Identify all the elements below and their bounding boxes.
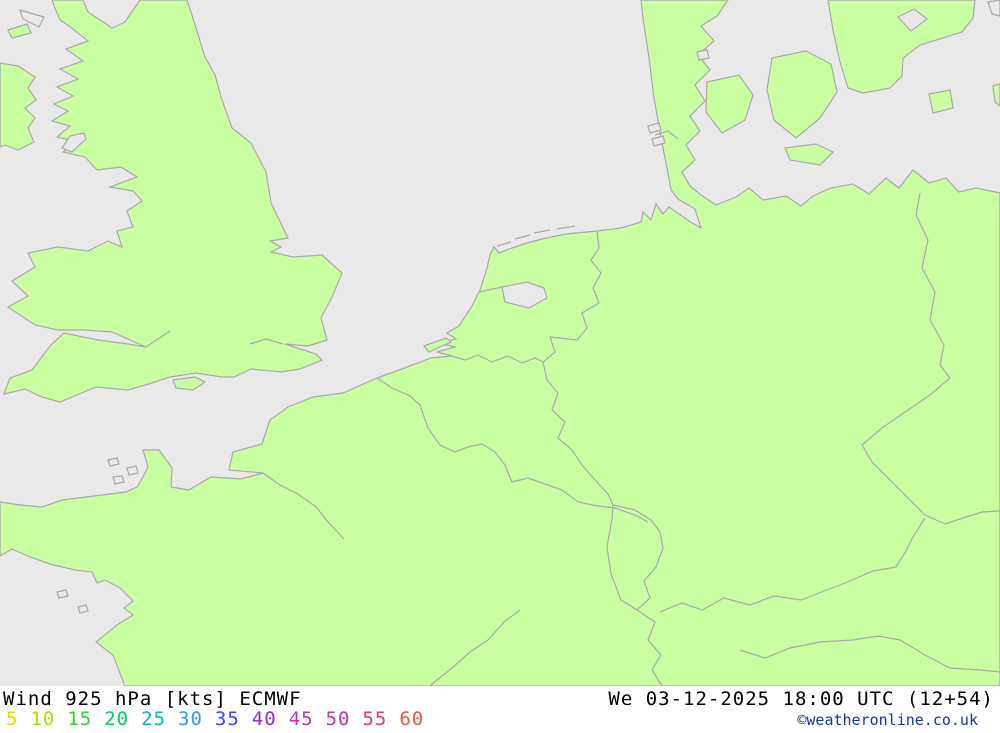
channel-island-3 — [112, 475, 125, 485]
swedish-skerry — [897, 8, 928, 32]
netherlands-germany-border — [542, 230, 614, 506]
legend-value: 40 — [251, 708, 277, 730]
isle-of-wight — [172, 376, 207, 391]
zealand-island — [766, 50, 838, 139]
continental-europe-coast — [0, 0, 1000, 686]
luxembourg-border — [606, 504, 664, 611]
map-area — [0, 0, 1000, 686]
samso-island — [696, 49, 710, 61]
northern-ireland-coast — [0, 62, 37, 151]
legend-value: 55 — [362, 708, 388, 730]
loire-river — [429, 609, 521, 686]
great-britain-coast — [3, 0, 343, 403]
wind-speed-legend: 5 10 15 20 25 30 35 40 45 50 55 60 — [6, 708, 424, 730]
funen-island — [705, 74, 754, 134]
legend-value: 5 — [6, 708, 19, 730]
map-title: Wind 925 hPa [kts] ECMWF — [3, 688, 302, 710]
copyright-link[interactable]: ©weatheronline.co.uk — [797, 711, 978, 729]
ijsselmeer-lake — [501, 281, 548, 309]
legend-value: 50 — [325, 708, 351, 730]
legend-value: 60 — [399, 708, 425, 730]
bornholm-island — [928, 89, 954, 114]
main-river — [659, 517, 926, 613]
legend-value: 45 — [288, 708, 314, 730]
legend-value: 15 — [67, 708, 93, 730]
zeeland-island — [422, 337, 453, 353]
france-germany-border — [636, 609, 663, 686]
france-belgium-border — [376, 377, 649, 523]
belgium-netherlands-border — [451, 354, 544, 364]
seine-river — [262, 472, 345, 540]
hebrides-island-2 — [19, 9, 45, 28]
thames-river — [249, 338, 284, 345]
legend-value: 25 — [141, 708, 167, 730]
edge-island-green — [992, 83, 1000, 107]
europe-wind-map — [0, 0, 1000, 686]
north-frisian-island — [647, 122, 662, 134]
denmark-germany-border — [654, 130, 679, 140]
danube-river — [739, 635, 1000, 673]
north-frisian-island-2 — [651, 135, 666, 147]
afsluitdijk-line — [478, 286, 503, 293]
footer-bar: Wind 925 hPa [kts] ECMWF 5 10 15 20 25 30 35 40… — [0, 686, 1000, 733]
germany-poland-border — [915, 192, 951, 379]
map-datetime: We 03-12-2025 18:00 UTC (12+54) — [608, 688, 994, 710]
legend-value: 10 — [30, 708, 56, 730]
hebrides-island — [7, 23, 32, 39]
french-island-1 — [56, 589, 69, 599]
isle-of-man — [61, 132, 87, 153]
legend-value: 30 — [178, 708, 203, 730]
legend-value: 35 — [214, 708, 240, 730]
corner-island — [987, 0, 1000, 17]
french-island-2 — [77, 604, 89, 614]
lolland-island — [784, 143, 835, 166]
severn-river — [145, 330, 171, 348]
channel-island-1 — [107, 457, 120, 467]
germany-czechia-border — [861, 377, 1000, 525]
channel-island-2 — [126, 465, 139, 476]
legend-value: 20 — [104, 708, 130, 730]
wadden-islands — [496, 225, 576, 247]
sweden-coast — [827, 0, 976, 94]
